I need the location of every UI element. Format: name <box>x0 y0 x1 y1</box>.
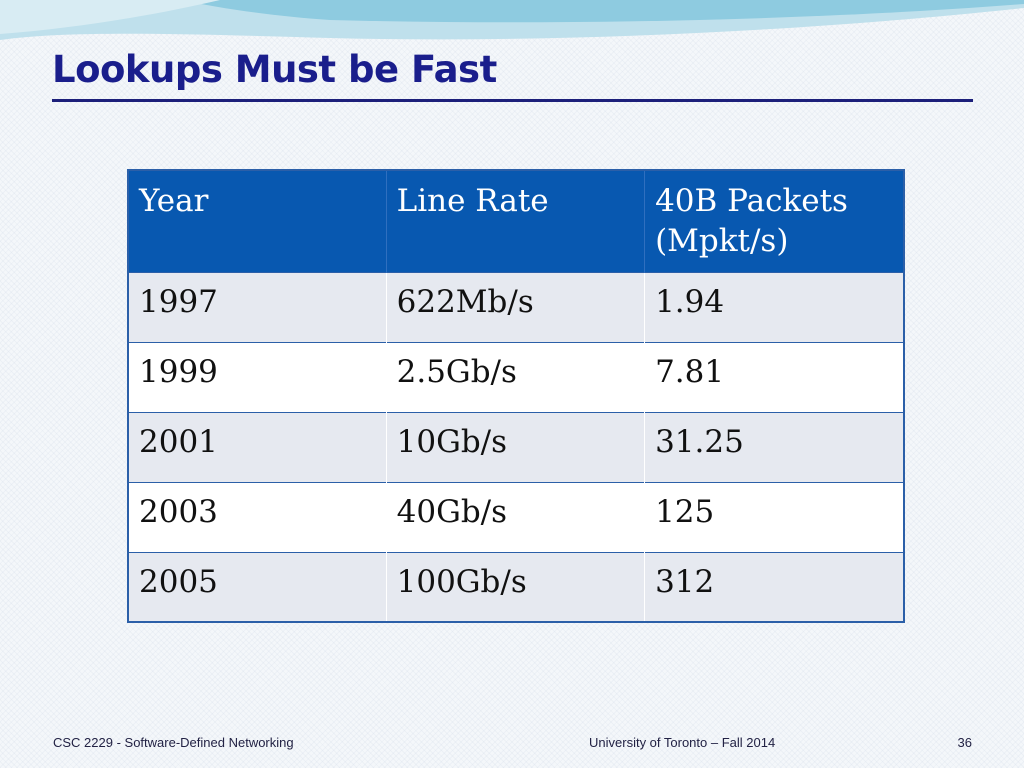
header-packets-label: 40B Packets (Mpkt/s) <box>655 183 848 260</box>
cell-line-rate: 40Gb/s <box>386 481 646 553</box>
cell-year: 1999 <box>128 341 387 413</box>
table-row: 1999 2.5Gb/s 7.81 <box>128 341 905 413</box>
cell-year: 2003 <box>128 481 387 553</box>
table-header-row: Year Line Rate 40B Packets (Mpkt/s) <box>128 170 905 273</box>
cell-year: 2005 <box>128 551 387 623</box>
line-rate-table: Year Line Rate 40B Packets (Mpkt/s) 1997… <box>127 169 905 624</box>
header-line-rate: Line Rate <box>386 170 646 273</box>
cell-line-rate: 100Gb/s <box>386 551 646 623</box>
cell-line-rate: 622Mb/s <box>386 271 646 343</box>
footer-page-number: 36 <box>957 735 972 750</box>
cell-packets: 1.94 <box>644 271 905 343</box>
cell-packets: 7.81 <box>644 341 905 413</box>
footer-course: CSC 2229 - Software-Defined Networking <box>53 735 294 750</box>
cell-packets: 31.25 <box>644 411 905 483</box>
table-row: 1997 622Mb/s 1.94 <box>128 271 905 343</box>
table-row: 2005 100Gb/s 312 <box>128 551 905 623</box>
cell-packets: 312 <box>644 551 905 623</box>
cell-line-rate: 10Gb/s <box>386 411 646 483</box>
table-row: 2003 40Gb/s 125 <box>128 481 905 553</box>
top-wave-decoration <box>0 0 1024 40</box>
footer-institution: University of Toronto – Fall 2014 <box>589 735 776 750</box>
header-year: Year <box>128 170 387 273</box>
cell-year: 2001 <box>128 411 387 483</box>
cell-line-rate: 2.5Gb/s <box>386 341 646 413</box>
slide-title: Lookups Must be Fast <box>52 48 497 91</box>
cell-packets: 125 <box>644 481 905 553</box>
header-packets: 40B Packets (Mpkt/s) <box>644 170 905 273</box>
title-underline <box>52 99 973 102</box>
table-row: 2001 10Gb/s 31.25 <box>128 411 905 483</box>
cell-year: 1997 <box>128 271 387 343</box>
